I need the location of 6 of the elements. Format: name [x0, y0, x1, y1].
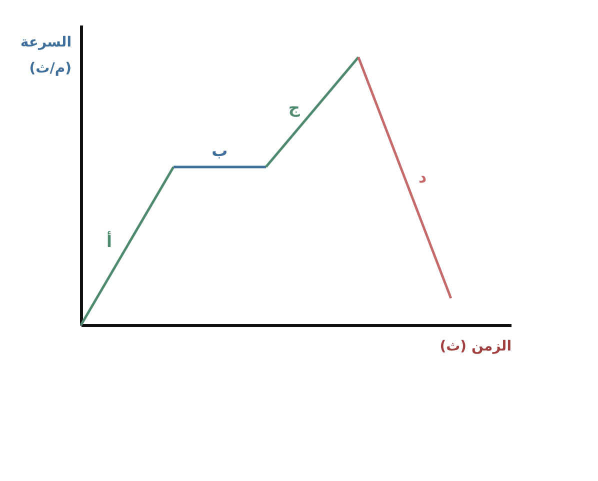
series-label: أ: [106, 230, 112, 251]
series-label: ج: [288, 98, 300, 118]
y-axis-title: السرعة (م/ث): [20, 34, 72, 76]
x-axis-title: الزمن (ث): [440, 338, 512, 354]
series-label: ب: [212, 140, 228, 160]
series-label: د: [418, 168, 427, 187]
